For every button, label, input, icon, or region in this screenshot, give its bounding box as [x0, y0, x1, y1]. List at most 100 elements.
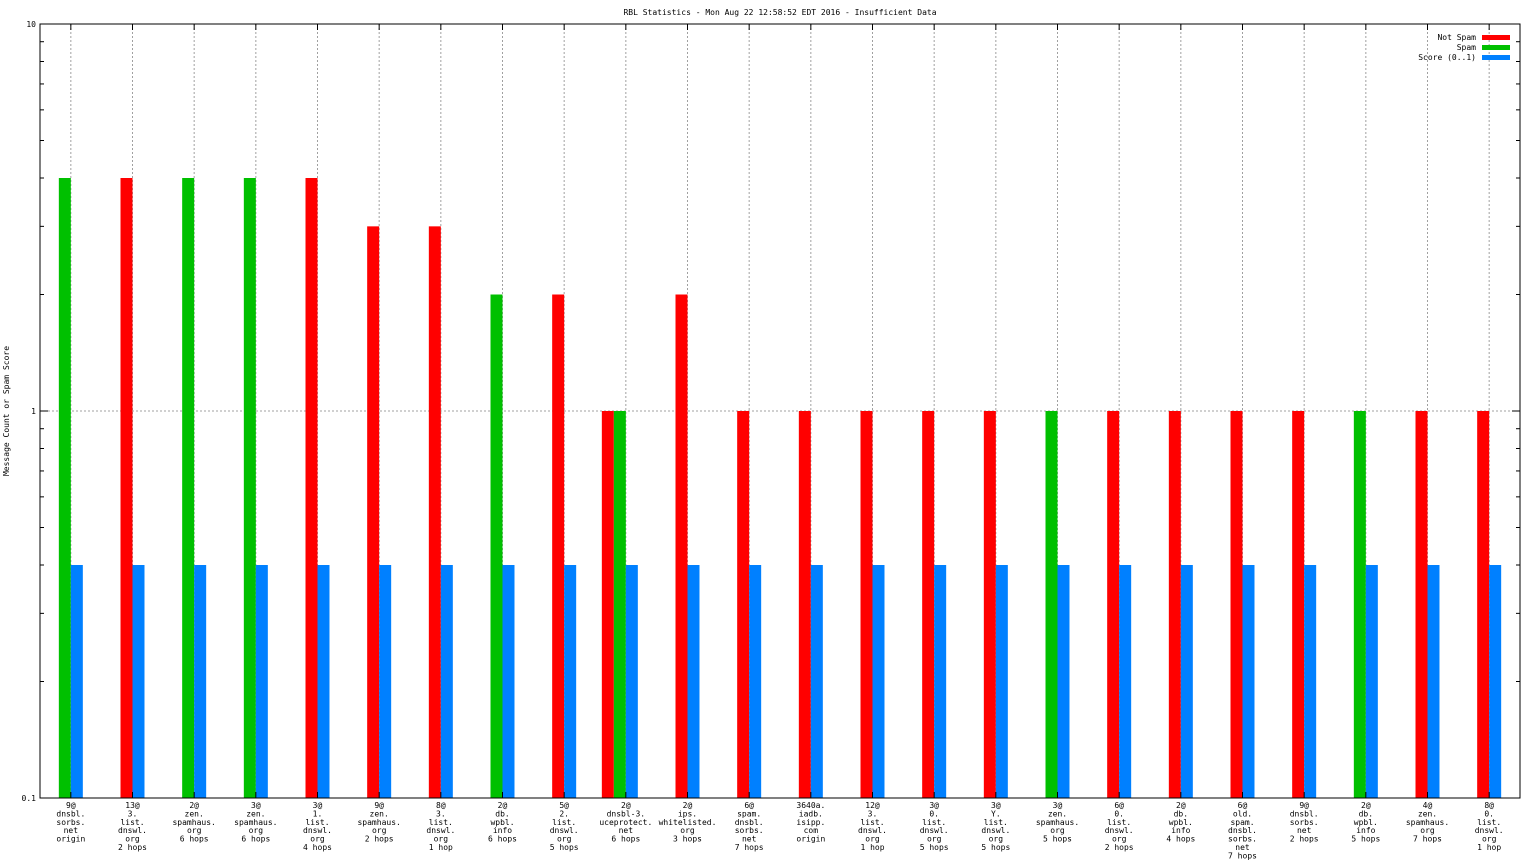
bar-spam [490, 294, 503, 798]
bar-score-0-1 [749, 565, 762, 798]
bar-score-0-1 [995, 565, 1008, 798]
x-tick-label-line: uceprotect. [599, 818, 652, 827]
y-axis-labels: 0.1 1 10 [22, 20, 37, 803]
x-tick-label-line: 0. [1114, 809, 1124, 818]
x-tick-label-line: net [64, 826, 79, 835]
bar-not-spam [1230, 411, 1243, 798]
bar-score-0-1 [625, 565, 638, 798]
x-tick-label-line: 2 hops [1290, 835, 1319, 844]
x-tick-label-line: dnsbl. [1290, 809, 1319, 818]
x-tick-label-line: ips. [678, 809, 697, 818]
legend-swatch [1482, 35, 1510, 40]
x-tick-label-line: list. [922, 818, 946, 827]
x-tick-label: 3640a. iadb. isipp. com origin [796, 801, 825, 844]
x-tick-label-line: 6 hops [611, 835, 640, 844]
legend-label: Spam [1457, 43, 1476, 52]
bars [58, 178, 1502, 799]
y-tick-label: 10 [26, 20, 36, 29]
x-tick-label-line: 4@ [1423, 801, 1433, 810]
x-tick-label-line: Y. [991, 809, 1001, 818]
x-tick-label-line: 3640a. [796, 801, 825, 810]
x-tick-label-line: spam. [737, 809, 761, 818]
bar-score-0-1 [687, 565, 700, 798]
x-tick-label-line: 6 hops [241, 835, 270, 844]
x-tick-label-line: 3@ [251, 801, 261, 810]
bar-not-spam [552, 294, 565, 798]
x-tick-label-line: org [1420, 826, 1435, 835]
x-tick-label-line: db. [1359, 809, 1373, 818]
x-tick-label-line: list. [1477, 818, 1501, 827]
x-tick-label-line: 12@ [865, 801, 880, 810]
x-tick-label-line: 2 hops [118, 843, 147, 852]
x-tick-label-line: org [989, 835, 1004, 844]
x-tick-label-line: dnsbl. [56, 809, 85, 818]
x-tick-label-line: wpbl. [490, 818, 514, 827]
bar-spam [613, 411, 626, 798]
x-tick-label-line: 8@ [1484, 801, 1494, 810]
x-tick-label-line: org [865, 835, 880, 844]
x-tick-label-line: 0. [1484, 809, 1494, 818]
x-tick-label-line: net [742, 835, 757, 844]
x-tick-label-line: dnswl. [858, 826, 887, 835]
x-tick-label-line: org [1112, 835, 1127, 844]
x-tick-label-line: org [927, 835, 942, 844]
x-tick-label-line: 6 hops [180, 835, 209, 844]
bar-score-0-1 [379, 565, 392, 798]
bar-spam [182, 178, 195, 798]
x-tick-label-line: dnsbl. [735, 818, 764, 827]
x-tick-label-line: 2@ [621, 801, 631, 810]
bar-spam [58, 178, 71, 798]
x-tick-label-line: 0. [929, 809, 939, 818]
x-tick-label: 6@ 0. list. dnswl. org 2 hops [1105, 801, 1134, 852]
x-tick-label: 9@ dnsbl. sorbs. net origin [56, 801, 85, 844]
x-tick-label-line: org [1482, 835, 1497, 844]
x-tick-label-line: dnswl. [550, 826, 579, 835]
bar-score-0-1 [194, 565, 207, 798]
bar-score-0-1 [1365, 565, 1378, 798]
x-tick-label-line: 3@ [313, 801, 323, 810]
bar-score-0-1 [317, 565, 330, 798]
x-tick-label: 5@ 2. list. dnswl. org 5 hops [550, 801, 579, 852]
y-tick-label: 0.1 [22, 794, 37, 803]
x-tick-label-line: dnswl. [920, 826, 949, 835]
bar-not-spam [305, 178, 318, 798]
x-tick-label-line: org [125, 835, 140, 844]
bar-score-0-1 [70, 565, 83, 798]
x-tick-label-line: 4 hops [303, 843, 332, 852]
x-tick-label-line: 3@ [1053, 801, 1063, 810]
bar-not-spam [1107, 411, 1120, 798]
x-tick-label: 2@ db. wpbl. info 6 hops [488, 801, 517, 844]
bar-not-spam [860, 411, 873, 798]
bar-score-0-1 [132, 565, 145, 798]
x-tick-label: 3@ 1. list. dnswl. org 4 hops [303, 801, 332, 852]
x-tick-label-line: dnswl. [426, 826, 455, 835]
x-tick-label-line: 7 hops [1413, 835, 1442, 844]
x-tick-label-line: db. [1174, 809, 1188, 818]
x-tick-label-line: 5 hops [981, 843, 1010, 852]
x-tick-label-line: 6 hops [488, 835, 517, 844]
x-tick-label-line: net [1235, 843, 1250, 852]
x-tick-label: 8@ 0. list. dnswl. org 1 hop [1475, 801, 1504, 852]
x-tick-label-line: org [249, 826, 264, 835]
x-tick-label-line: dnswl. [1475, 826, 1504, 835]
x-tick-label-line: wpbl. [1354, 818, 1378, 827]
bar-score-0-1 [1489, 565, 1502, 798]
bar-score-0-1 [440, 565, 453, 798]
bar-score-0-1 [1242, 565, 1255, 798]
bar-score-0-1 [934, 565, 947, 798]
x-tick-label-line: 2 hops [365, 835, 394, 844]
x-tick-label-line: 6@ [744, 801, 754, 810]
x-tick-label-line: 4 hops [1166, 835, 1195, 844]
y-axis-label: Message Count or Spam Score [2, 346, 11, 476]
x-tick-label-line: list. [860, 818, 884, 827]
x-tick-label-line: isipp. [796, 818, 825, 827]
x-tick-label-line: zen. [370, 809, 389, 818]
x-tick-label-line: old. [1233, 809, 1252, 818]
y-tick-label: 1 [31, 407, 36, 416]
x-tick-label-line: org [680, 826, 695, 835]
x-tick-label-line: iadb. [799, 809, 823, 818]
x-tick-label: 13@ 3. list. dnswl. org 2 hops [118, 801, 147, 852]
x-tick-label-line: 6@ [1238, 801, 1248, 810]
x-tick-label-line: 6@ [1114, 801, 1124, 810]
